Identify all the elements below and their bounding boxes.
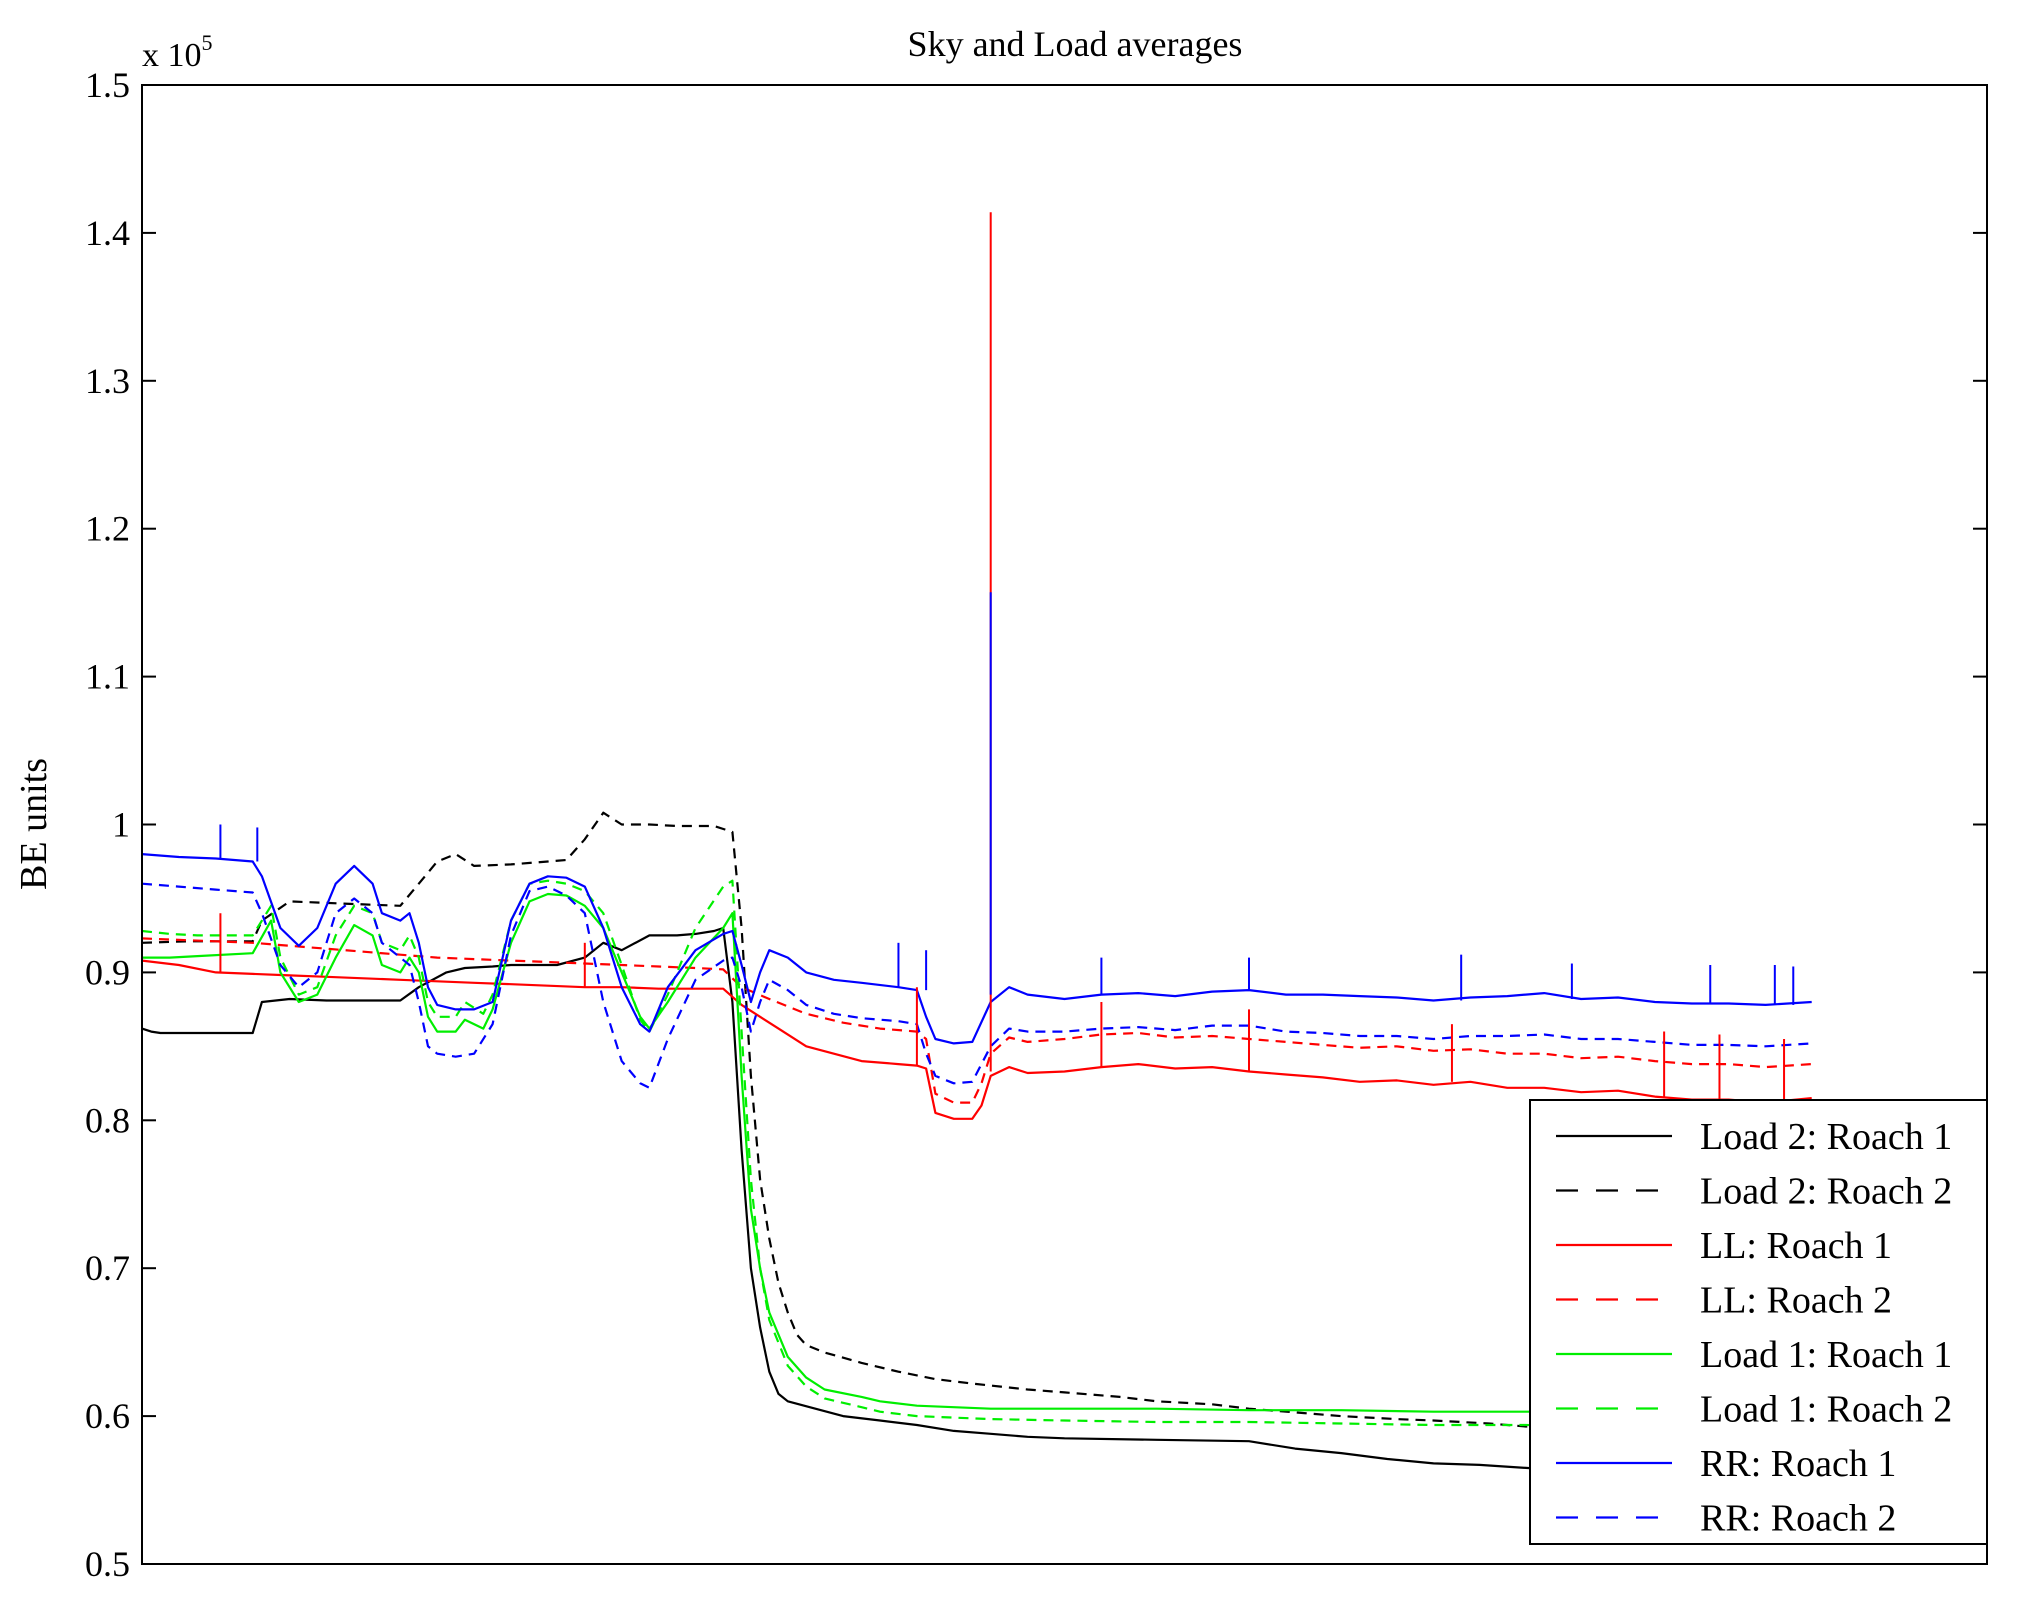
- legend-label-ll-roach-1: LL: Roach 1: [1700, 1225, 1892, 1267]
- y-multiplier: x 105: [142, 30, 213, 74]
- y-tick-label: 0.9: [85, 952, 130, 992]
- legend-box: [1529, 1099, 1988, 1545]
- legend-label-rr-roach-1: RR: Roach 1: [1700, 1443, 1896, 1485]
- series-line-ll-roach-2: [142, 937, 1812, 1104]
- legend-label-load-2-roach-2: Load 2: Roach 2: [1700, 1171, 1952, 1213]
- series-line-load-1-roach-2: [142, 879, 1674, 1428]
- series-layer: [142, 811, 1812, 1474]
- plot-frame: [141, 84, 1988, 1565]
- y-tick-label: 0.7: [85, 1248, 130, 1288]
- spike-layer: [219, 212, 1795, 1103]
- legend: Load 2: Roach 1 Load 2: Roach 2 LL: Roach …: [1529, 1099, 1988, 1545]
- y-tick-label: 1.3: [85, 361, 130, 401]
- y-axis-label: BE units: [13, 758, 55, 890]
- series-line-load-1-roach-1: [142, 892, 1674, 1413]
- legend-label-load-1-roach-2: Load 1: Roach 2: [1700, 1389, 1952, 1431]
- y-tick-label: 1.4: [85, 213, 130, 253]
- series-line-load-2-roach-2: [142, 811, 1674, 1429]
- y-multiplier-base: x 10: [142, 37, 202, 74]
- y-tick-label: 1.2: [85, 509, 130, 549]
- series-line-rr-roach-1: [142, 853, 1812, 1045]
- series-line-rr-roach-2: [142, 882, 1812, 1089]
- legend-label-rr-roach-2: RR: Roach 2: [1700, 1498, 1896, 1540]
- y-tick-label: 0.6: [85, 1396, 130, 1436]
- legend-label-ll-roach-2: LL: Roach 2: [1700, 1280, 1892, 1322]
- series-line-ll-roach-1: [142, 959, 1812, 1120]
- chart-title: Sky and Load averages: [908, 24, 1243, 64]
- series-line-load-2-roach-1: [142, 926, 1674, 1474]
- y-tick-label: 0.5: [85, 1544, 130, 1584]
- y-tick-label: 1: [112, 805, 130, 845]
- y-tick-label: 1.1: [85, 657, 130, 697]
- y-tick-label: 1.5: [85, 65, 130, 105]
- y-multiplier-exponent: 5: [202, 30, 213, 55]
- y-tick-label: 0.8: [85, 1100, 130, 1140]
- legend-label-load-1-roach-1: Load 1: Roach 1: [1700, 1334, 1952, 1376]
- legend-label-load-2-roach-1: Load 2: Roach 1: [1700, 1116, 1952, 1158]
